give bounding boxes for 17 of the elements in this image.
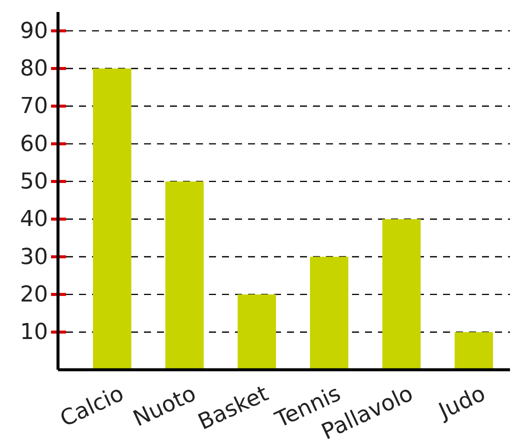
y-tick-label: 70 <box>20 94 48 120</box>
bar <box>382 219 421 370</box>
y-tick-label: 40 <box>20 207 48 232</box>
bar <box>238 294 276 370</box>
bar <box>93 68 132 370</box>
bar <box>454 332 493 370</box>
y-tick-label: 60 <box>20 132 48 157</box>
y-tick-label: 80 <box>20 56 48 82</box>
y-tick-label: 10 <box>20 320 48 346</box>
x-tick-label: Judo <box>434 381 490 426</box>
y-tick-label: 30 <box>20 244 48 270</box>
y-tick-label: 20 <box>20 282 48 308</box>
bar <box>165 181 204 370</box>
y-tick-label: 50 <box>20 170 48 194</box>
bar <box>310 256 348 370</box>
y-tick-label: 90 <box>20 18 48 44</box>
x-tick-label: Calcio <box>56 381 128 432</box>
